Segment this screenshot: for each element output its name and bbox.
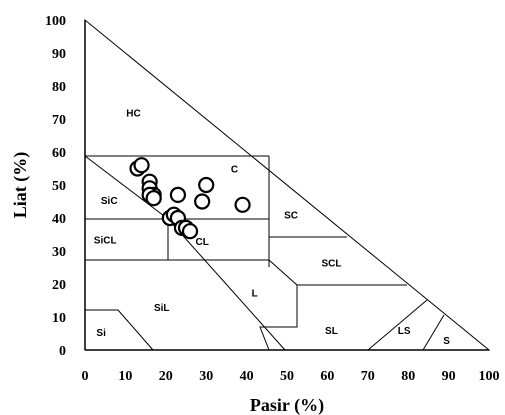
data-point [234, 196, 251, 213]
region-label-si: Si [96, 328, 106, 339]
boundary-silt-diagonal [84, 155, 286, 351]
y-tick-label: 60 [52, 146, 66, 161]
y-tick-label: 70 [52, 113, 66, 128]
y-tick-label: 0 [59, 344, 66, 359]
region-label-sc: SC [284, 211, 298, 222]
y-tick-label: 100 [45, 14, 66, 29]
boundary-sl-ls [367, 299, 428, 351]
region-label-sicl: SiCL [94, 235, 117, 246]
y-tick-label: 80 [52, 80, 66, 95]
data-point [145, 190, 162, 207]
region-label-c: C [231, 165, 238, 176]
data-point [169, 186, 187, 203]
region-label-ls: LS [398, 326, 411, 337]
x-tick-label: 50 [280, 369, 294, 384]
region-label-s: S [443, 336, 450, 347]
region-label-cl: CL [195, 237, 208, 248]
x-tick-label: 30 [199, 369, 213, 384]
y-tick-label: 10 [52, 311, 66, 326]
region-label-sil: SiL [154, 303, 170, 314]
region-label-l: L [252, 288, 258, 299]
x-tick-label: 0 [82, 369, 89, 384]
texture-boundaries [84, 155, 445, 351]
region-label-scl: SCL [321, 259, 341, 270]
region-labels: HC C SiC SC SiCL CL SCL L SiL Si SL LS S [94, 108, 450, 347]
y-axis-title: Liat (%) [10, 152, 31, 219]
x-tick-label: 70 [361, 369, 375, 384]
x-tick-labels: 0 10 20 30 40 50 60 70 80 90 100 [82, 369, 500, 384]
plot-frame [84, 18, 491, 351]
boundary-loam-sandy [259, 259, 298, 351]
y-tick-label: 30 [52, 245, 66, 260]
region-label-hc: HC [126, 108, 140, 119]
x-tick-label: 80 [401, 369, 415, 384]
y-tick-label: 40 [52, 212, 66, 227]
region-label-sic: SiC [101, 196, 118, 207]
data-point [194, 193, 211, 210]
x-axis-title: Pasir (%) [250, 395, 324, 415]
data-point [133, 157, 150, 174]
region-label-sl: SL [325, 326, 338, 337]
x-tick-label: 90 [442, 369, 456, 384]
x-tick-label: 40 [240, 369, 254, 384]
x-tick-label: 60 [320, 369, 334, 384]
x-tick-label: 20 [159, 369, 173, 384]
boundary-ls-s [422, 314, 445, 351]
data-points [129, 157, 251, 240]
data-point [181, 223, 199, 240]
y-tick-label: 90 [52, 47, 66, 62]
y-tick-label: 20 [52, 278, 66, 293]
data-point [198, 176, 215, 194]
x-tick-label: 10 [118, 369, 132, 384]
boundary-silt [85, 309, 154, 351]
x-tick-label: 100 [479, 369, 500, 384]
y-tick-label: 50 [52, 179, 66, 194]
y-tick-labels: 0 10 20 30 40 50 60 70 80 90 100 [45, 14, 66, 359]
